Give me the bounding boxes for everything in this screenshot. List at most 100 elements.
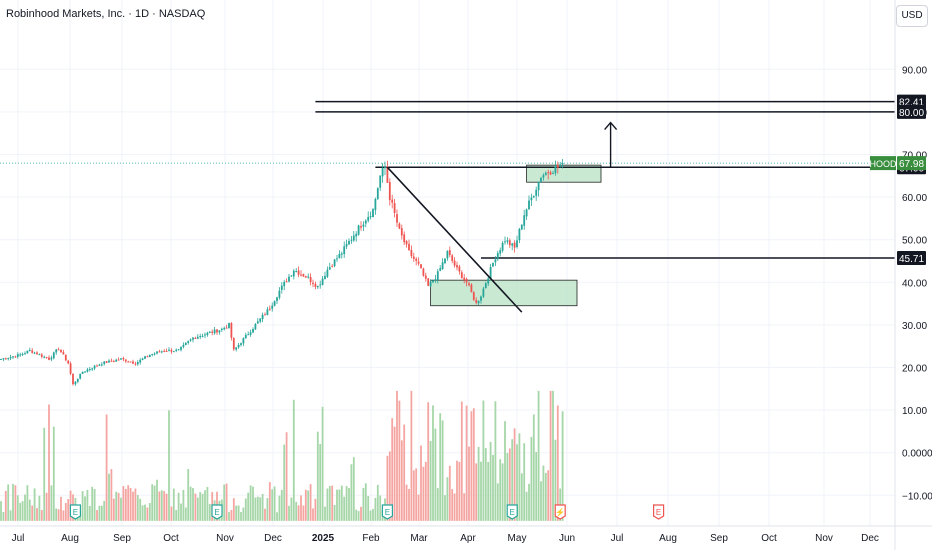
candle-body[interactable]	[76, 378, 79, 382]
candle-body[interactable]	[552, 173, 554, 175]
candle-body[interactable]	[72, 373, 74, 385]
candle-body[interactable]	[43, 356, 46, 358]
candle-body[interactable]	[544, 172, 547, 176]
candle-body[interactable]	[184, 342, 187, 345]
candle-body[interactable]	[561, 163, 564, 165]
candle-body[interactable]	[232, 338, 235, 350]
candle-body[interactable]	[175, 349, 178, 351]
candle-body[interactable]	[268, 308, 271, 310]
candle-body[interactable]	[26, 350, 29, 354]
candle-body[interactable]	[40, 354, 43, 357]
candle-body[interactable]	[122, 358, 125, 360]
candle-body[interactable]	[276, 297, 278, 302]
consolidation-zone[interactable]	[526, 164, 602, 183]
candle-body[interactable]	[93, 365, 96, 369]
candle-body[interactable]	[266, 309, 269, 316]
candle-body[interactable]	[333, 259, 336, 267]
candle-body[interactable]	[470, 284, 473, 293]
candle-body[interactable]	[316, 285, 319, 288]
candle-body[interactable]	[446, 250, 449, 259]
candle-body[interactable]	[540, 177, 542, 182]
candle-body[interactable]	[36, 352, 38, 355]
candle-body[interactable]	[549, 172, 552, 175]
candle-body[interactable]	[108, 360, 110, 363]
candle-body[interactable]	[343, 246, 346, 255]
candle-body[interactable]	[110, 360, 113, 362]
candle-body[interactable]	[100, 364, 103, 366]
candle-body[interactable]	[304, 276, 307, 278]
candle-body[interactable]	[64, 354, 67, 361]
candle-body[interactable]	[300, 274, 302, 276]
candle-body[interactable]	[499, 250, 502, 254]
candle-body[interactable]	[163, 350, 166, 352]
candle-body[interactable]	[559, 164, 562, 167]
candle-body[interactable]	[45, 357, 48, 359]
candle-body[interactable]	[376, 188, 379, 199]
candle-body[interactable]	[136, 362, 139, 365]
candle-body[interactable]	[350, 239, 353, 241]
candle-body[interactable]	[364, 220, 367, 224]
candle-body[interactable]	[434, 279, 437, 281]
candle-body[interactable]	[321, 278, 324, 285]
candle-body[interactable]	[314, 283, 317, 287]
candle-body[interactable]	[458, 266, 461, 272]
candle-body[interactable]	[362, 224, 365, 227]
candle-body[interactable]	[156, 351, 158, 354]
candle-body[interactable]	[187, 341, 190, 344]
candle-body[interactable]	[235, 347, 238, 350]
candle-body[interactable]	[247, 334, 250, 336]
candle-body[interactable]	[55, 349, 58, 353]
candle-body[interactable]	[285, 281, 288, 283]
candle-body[interactable]	[463, 277, 466, 280]
candle-body[interactable]	[420, 264, 422, 269]
earnings-icon[interactable]: E	[69, 504, 81, 520]
candle-body[interactable]	[52, 352, 55, 359]
candle-body[interactable]	[283, 281, 286, 287]
candle-body[interactable]	[218, 330, 221, 333]
earnings-icon[interactable]: E	[506, 504, 518, 520]
candle-body[interactable]	[103, 361, 106, 364]
candle-body[interactable]	[280, 285, 283, 290]
candle-body[interactable]	[352, 235, 355, 241]
candle-body[interactable]	[345, 244, 348, 247]
candle-body[interactable]	[240, 343, 242, 346]
candle-body[interactable]	[516, 240, 518, 248]
candle-body[interactable]	[513, 242, 516, 248]
candle-body[interactable]	[124, 359, 127, 362]
candle-body[interactable]	[309, 276, 312, 283]
candle-body[interactable]	[91, 368, 94, 370]
candle-body[interactable]	[96, 365, 98, 367]
candle-body[interactable]	[213, 329, 216, 334]
candle-body[interactable]	[475, 300, 478, 303]
candle-body[interactable]	[60, 349, 62, 353]
candle-body[interactable]	[199, 336, 202, 338]
candle-body[interactable]	[38, 354, 41, 356]
candle-body[interactable]	[547, 172, 550, 174]
candle-body[interactable]	[439, 268, 442, 271]
candle-body[interactable]	[326, 269, 329, 277]
candle-body[interactable]	[79, 373, 82, 379]
candle-body[interactable]	[412, 256, 415, 259]
candle-body[interactable]	[237, 344, 240, 348]
candle-body[interactable]	[206, 332, 209, 336]
candle-body[interactable]	[424, 275, 427, 279]
candle-body[interactable]	[417, 261, 420, 264]
candle-body[interactable]	[288, 276, 290, 282]
candle-body[interactable]	[295, 271, 298, 273]
candle-body[interactable]	[360, 226, 362, 228]
candle-body[interactable]	[523, 215, 526, 226]
candle-body[interactable]	[537, 181, 540, 191]
candle-body[interactable]	[0, 359, 2, 361]
candle-body[interactable]	[451, 255, 454, 261]
candle-body[interactable]	[254, 324, 257, 330]
candle-body[interactable]	[556, 164, 559, 168]
candle-body[interactable]	[448, 250, 451, 256]
candle-body[interactable]	[391, 199, 394, 203]
candle-body[interactable]	[21, 353, 24, 355]
candle-body[interactable]	[427, 278, 430, 286]
candle-body[interactable]	[220, 328, 223, 330]
candle-body[interactable]	[146, 356, 149, 358]
candle-body[interactable]	[115, 359, 118, 362]
dividend-icon[interactable]: ⚡	[554, 504, 566, 520]
candle-body[interactable]	[88, 368, 91, 370]
